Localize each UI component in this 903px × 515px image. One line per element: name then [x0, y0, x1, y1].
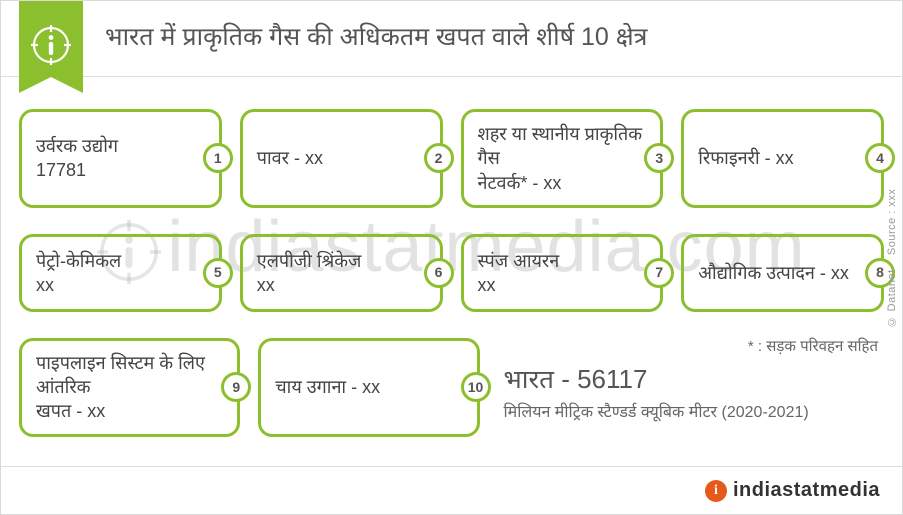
rank-badge: 3	[644, 143, 674, 173]
source-strip: © Datanet Source : xxx	[886, 188, 898, 327]
page-title: भारत में प्राकृतिक गैस की अधिकतम खपत वाल…	[105, 1, 884, 77]
rank-badge: 5	[203, 258, 233, 288]
rank-badge: 10	[461, 372, 491, 402]
footnote: * : सड़क परिवहन सहित	[504, 338, 879, 358]
box-value: खपत - xx	[36, 399, 223, 423]
box-label: पेट्रो-केमिकल	[36, 249, 205, 273]
rank-badge: 6	[424, 258, 454, 288]
rank-badge: 2	[424, 143, 454, 173]
unit-line: मिलियन मीट्रिक स्टैण्डर्ड क्यूबिक मीटर (…	[504, 403, 879, 424]
rank-badge: 7	[644, 258, 674, 288]
copyright-text: © Datanet	[886, 269, 898, 327]
box-label: उर्वरक उद्योग	[36, 134, 205, 158]
box-label: एलपीजी श्रिंकेज	[257, 249, 426, 273]
box-label: पावर - xx	[257, 146, 426, 170]
footer-logo-icon: i	[705, 480, 727, 502]
sector-box: औद्योगिक उत्पादन - xx8	[681, 234, 884, 312]
header: भारत में प्राकृतिक गैस की अधिकतम खपत वाल…	[1, 1, 902, 77]
box-row: पेट्रो-केमिकलxx5एलपीजी श्रिंकेजxx6स्पंज …	[19, 234, 884, 312]
box-label: शहर या स्थानीय प्राकृतिक गैस	[478, 122, 647, 171]
rank-badge: 9	[221, 372, 251, 402]
sector-box: एलपीजी श्रिंकेजxx6	[240, 234, 443, 312]
box-value: xx	[478, 273, 647, 297]
sector-box: पावर - xx2	[240, 109, 443, 208]
box-value: xx	[257, 273, 426, 297]
rank-badge: 1	[203, 143, 233, 173]
sector-box: चाय उगाना - xx10	[258, 338, 479, 437]
box-label: औद्योगिक उत्पादन - xx	[698, 261, 867, 285]
rank-badge: 4	[865, 143, 895, 173]
box-label: चाय उगाना - xx	[275, 375, 462, 399]
summary-info: * : सड़क परिवहन सहित भारत - 56117 मिलियन म…	[498, 338, 885, 437]
sector-box: रिफाइनरी - xx4	[681, 109, 884, 208]
sector-box: उर्वरक उद्योग177811	[19, 109, 222, 208]
page: भारत में प्राकृतिक गैस की अधिकतम खपत वाल…	[0, 0, 903, 515]
sector-box: शहर या स्थानीय प्राकृतिक गैसनेटवर्क* - x…	[461, 109, 664, 208]
box-value: 17781	[36, 158, 205, 182]
box-row: उर्वरक उद्योग177811पावर - xx2शहर या स्था…	[19, 109, 884, 208]
footer-brand: indiastatmedia	[733, 479, 880, 502]
source-label: Source :	[886, 206, 898, 255]
box-label: रिफाइनरी - xx	[698, 146, 867, 170]
source-value: xxx	[886, 188, 898, 206]
footer: i indiastatmedia	[1, 466, 902, 514]
box-grid: उर्वरक उद्योग177811पावर - xx2शहर या स्था…	[19, 109, 884, 463]
header-ribbon	[19, 1, 83, 77]
box-label: पाइपलाइन सिस्टम के लिए आंतरिक	[36, 351, 223, 400]
sector-box: पेट्रो-केमिकलxx5	[19, 234, 222, 312]
box-label: स्पंज आयरन	[478, 249, 647, 273]
box-value: नेटवर्क* - xx	[478, 171, 647, 195]
sector-box: पाइपलाइन सिस्टम के लिए आंतरिकखपत - xx9	[19, 338, 240, 437]
box-row: पाइपलाइन सिस्टम के लिए आंतरिकखपत - xx9चा…	[19, 338, 884, 437]
sector-box: स्पंज आयरनxx7	[461, 234, 664, 312]
total-line: भारत - 56117	[504, 364, 879, 399]
info-icon	[31, 25, 71, 65]
box-value: xx	[36, 273, 205, 297]
